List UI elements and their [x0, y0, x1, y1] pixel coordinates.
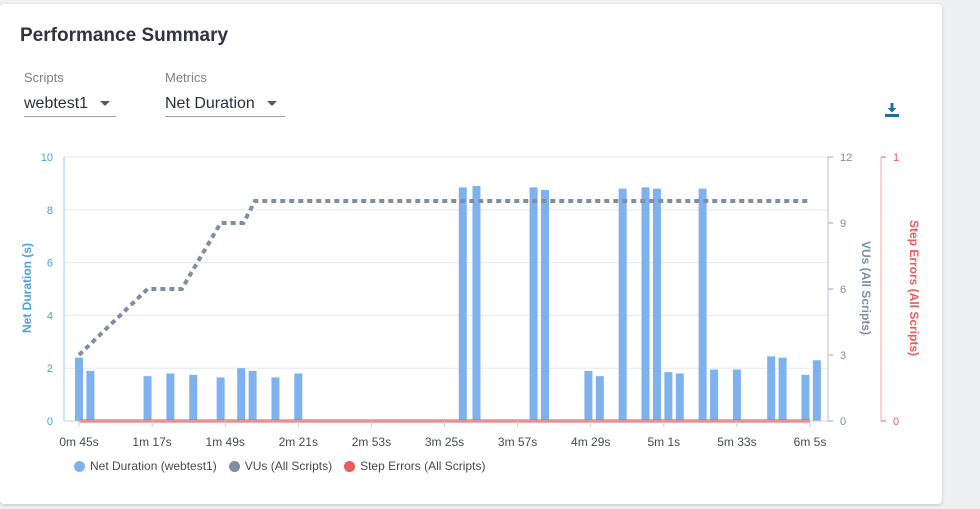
y-tick-label: 4 — [47, 310, 53, 322]
y2-tick-label: 9 — [840, 218, 846, 230]
x-tick-label: 1m 49s — [206, 435, 245, 449]
duration-bar — [778, 357, 787, 421]
duration-bar — [86, 370, 95, 421]
duration-bar — [189, 374, 198, 421]
duration-swatch — [74, 460, 85, 472]
x-tick-label: 2m 21s — [279, 435, 318, 449]
y2-tick-label: 0 — [840, 416, 846, 428]
duration-bar — [618, 188, 627, 421]
legend: Net Duration (webtest1) VUs (All Scripts… — [74, 459, 497, 473]
legend-item-vus[interactable]: VUs (All Scripts) — [228, 459, 333, 473]
y2-tick-label: 6 — [840, 284, 846, 296]
x-tick-label: 4m 29s — [571, 435, 610, 449]
metrics-value: Net Duration — [165, 94, 255, 112]
y-tick-label: 10 — [41, 152, 53, 164]
legend-item-duration[interactable]: Net Duration (webtest1) — [74, 459, 217, 473]
duration-bar — [237, 368, 246, 421]
duration-bar — [732, 369, 741, 421]
y3-axis-label: Step Errors (All Scripts) — [907, 220, 921, 356]
duration-bar — [472, 186, 481, 421]
page-title: Performance Summary — [20, 25, 229, 46]
scripts-label: Scripts — [24, 70, 64, 85]
duration-bar — [143, 376, 152, 421]
scripts-select[interactable]: webtest1 — [24, 91, 116, 117]
scripts-filter: Scripts webtest1 — [24, 70, 116, 117]
x-tick-label: 6m 5s — [794, 435, 827, 449]
duration-bar — [675, 373, 684, 421]
y-tick-label: 0 — [47, 416, 53, 428]
errors-swatch — [344, 460, 356, 472]
x-tick-label: 1m 17s — [132, 435, 171, 449]
x-tick-label: 5m 1s — [647, 435, 680, 449]
y-tick-label: 2 — [47, 363, 53, 375]
y-axis-label: Net Duration (s) — [20, 243, 34, 333]
duration-bar — [529, 187, 538, 421]
scripts-value: webtest1 — [24, 94, 89, 112]
duration-bar — [75, 357, 83, 421]
x-tick-label: 0m 45s — [59, 435, 98, 449]
vus-swatch — [228, 460, 240, 472]
y2-tick-label: 12 — [840, 152, 852, 164]
metrics-select[interactable]: Net Duration — [165, 91, 285, 117]
duration-bar — [584, 370, 593, 421]
y2-tick-label: 3 — [840, 350, 846, 362]
legend-label: VUs (All Scripts) — [244, 459, 333, 473]
legend-label: Net Duration (webtest1) — [90, 459, 217, 473]
y-tick-label: 6 — [47, 258, 53, 270]
duration-bar — [664, 372, 673, 421]
duration-bar — [294, 373, 303, 421]
legend-item-errors[interactable]: Step Errors (All Scripts) — [344, 459, 485, 473]
x-tick-label: 3m 57s — [498, 435, 537, 449]
duration-bar — [698, 188, 707, 421]
duration-bar — [541, 190, 550, 421]
metrics-label: Metrics — [165, 70, 207, 85]
duration-bar — [710, 369, 719, 421]
x-tick-label: 3m 25s — [425, 435, 464, 449]
download-icon[interactable] — [882, 100, 902, 120]
duration-bar — [271, 377, 280, 421]
duration-bar — [248, 370, 257, 421]
metrics-filter: Metrics Net Duration — [165, 70, 285, 117]
duration-bar — [595, 376, 604, 421]
duration-bar — [801, 374, 810, 421]
y2-axis-label: VUs (All Scripts) — [859, 241, 873, 335]
duration-bar — [652, 188, 661, 421]
y-tick-label: 8 — [47, 205, 53, 217]
duration-bar — [216, 377, 225, 421]
chevron-down-icon — [100, 101, 111, 106]
x-tick-label: 2m 53s — [352, 435, 391, 449]
duration-bar — [458, 187, 467, 421]
duration-bar — [166, 373, 175, 421]
vus-series-line — [77, 199, 810, 357]
chevron-down-icon — [266, 101, 277, 106]
duration-bar — [641, 187, 650, 421]
y3-tick-label: 1 — [893, 152, 899, 164]
duration-bar — [767, 356, 776, 421]
x-tick-label: 5m 33s — [717, 435, 756, 449]
legend-label: Step Errors (All Scripts) — [360, 459, 486, 473]
duration-bar — [812, 360, 821, 421]
y3-tick-label: 0 — [893, 416, 899, 428]
